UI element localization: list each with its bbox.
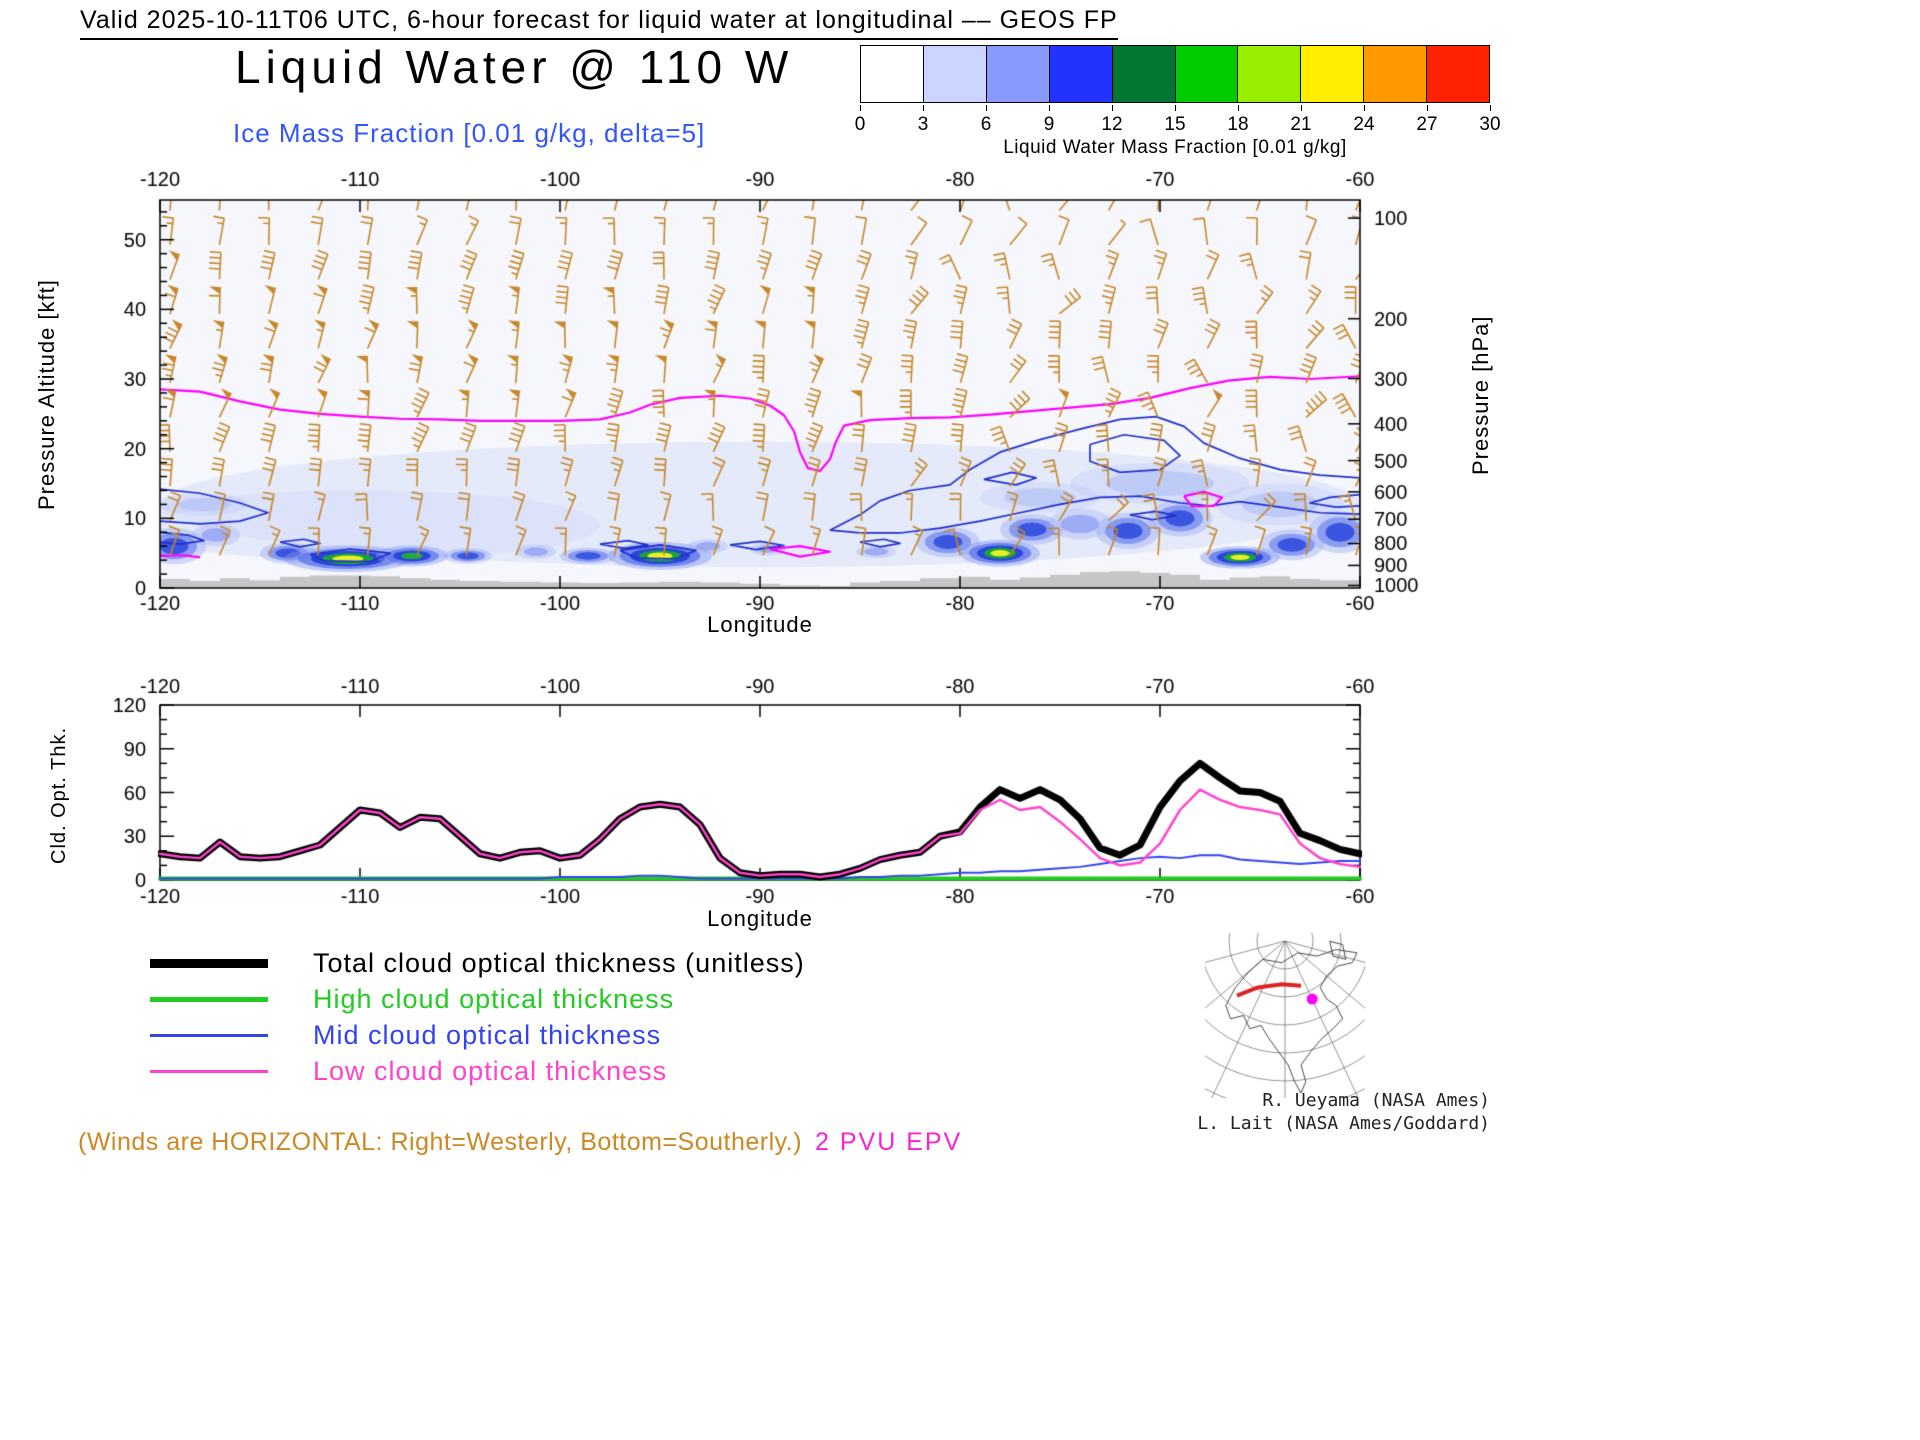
colorbar-tick: [1301, 105, 1302, 111]
colorbar-ticks: 0 3 6 9 12 15 18 21 24 27 30: [855, 105, 1501, 135]
colorbar-cell: [985, 46, 1049, 102]
colorbar-tick-label: 9: [1043, 114, 1055, 135]
colorbar-tick-label: 15: [1164, 114, 1186, 135]
colorbar-tick: [1112, 105, 1113, 111]
colorbar-cell: [1363, 46, 1427, 102]
legend-item: Low cloud optical thickness: [150, 1053, 1050, 1089]
colorbar-cell: [1426, 46, 1490, 102]
colorbar-tick-label: 12: [1101, 114, 1123, 135]
colorbar-tick: [1049, 105, 1050, 111]
x-axis-label-main: Longitude: [707, 612, 813, 637]
y-axis-label-optical: Cld. Opt. Thk.: [48, 726, 70, 864]
legend-swatch: [150, 996, 268, 1002]
colorbar-cell: [1237, 46, 1301, 102]
legend-item: Mid cloud optical thickness: [150, 1017, 1050, 1053]
colorbar-cell: [1048, 46, 1112, 102]
page-title: Liquid Water @ 110 W: [235, 41, 794, 93]
credit-line-2: L. Lait (NASA Ames/Goddard): [1197, 1113, 1490, 1134]
subtitle: Ice Mass Fraction [0.01 g/kg, delta=5]: [233, 118, 706, 148]
colorbar-tick-label: 6: [980, 114, 992, 135]
colorbar-tick-label: 21: [1290, 114, 1312, 135]
colorbar-cell: [861, 46, 923, 102]
colorbar-tick-label: 0: [854, 114, 866, 135]
colorbar-tick: [1490, 105, 1491, 111]
colorbar-tick: [986, 105, 987, 111]
legend-label: Total cloud optical thickness (unitless): [313, 947, 805, 978]
colorbar-tick: [1175, 105, 1176, 111]
colorbar-tick: [860, 105, 861, 111]
colorbar-label: Liquid Water Mass Fraction [0.01 g/kg]: [1003, 137, 1347, 158]
colorbar-cell: [922, 46, 986, 102]
legend-swatch: [150, 958, 268, 968]
colorbar-tick-label: 30: [1479, 114, 1501, 135]
colorbar-tick: [1238, 105, 1239, 111]
colorbar-tick: [1427, 105, 1428, 111]
colorbar-cell: [1111, 46, 1175, 102]
legend-item: High cloud optical thickness: [150, 981, 1050, 1017]
credit-line-1: R. Ueyama (NASA Ames): [1262, 1090, 1490, 1111]
colorbar-cell: [1300, 46, 1364, 102]
legend-swatch: [150, 1033, 268, 1037]
legend-label: Low cloud optical thickness: [313, 1055, 668, 1086]
colorbar: 0 3 6 9 12 15 18 21 24 27 30 Liquid Water Mass Fra…: [855, 45, 1501, 158]
colorbar-tick-label: 18: [1227, 114, 1249, 135]
colorbar-tick: [923, 105, 924, 111]
colorbar-tick-label: 3: [917, 114, 929, 135]
legend-item: Total cloud optical thickness (unitless): [150, 945, 1050, 981]
epv-label: 2 PVU EPV: [815, 1128, 963, 1156]
colorbar-tick: [1364, 105, 1365, 111]
colorbar-tick-label: 24: [1353, 114, 1375, 135]
legend-swatch: [150, 1069, 268, 1073]
y-axis-label-left: Pressure Altitude [kft]: [34, 279, 59, 511]
legend-label: Mid cloud optical thickness: [313, 1019, 662, 1050]
legend-label: High cloud optical thickness: [313, 983, 675, 1014]
x-axis-label-optical: Longitude: [707, 906, 813, 931]
figure-header: Valid 2025-10-11T06 UTC, 6-hour forecast…: [80, 6, 1118, 40]
legend: Total cloud optical thickness (unitless)…: [150, 945, 1050, 1089]
colorbar-tick-label: 27: [1416, 114, 1438, 135]
colorbar-cell: [1174, 46, 1238, 102]
y-axis-label-right: Pressure [hPa]: [1468, 315, 1493, 475]
colorbar-cells: [860, 45, 1490, 103]
winds-note: (Winds are HORIZONTAL: Right=Westerly, B…: [78, 1128, 803, 1156]
